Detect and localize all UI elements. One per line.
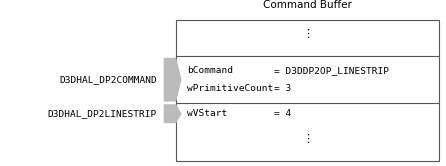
Text: D3DHAL_DP2LINESTRIP: D3DHAL_DP2LINESTRIP — [48, 109, 157, 118]
Text: = 4: = 4 — [274, 109, 292, 118]
Polygon shape — [164, 58, 182, 102]
Text: Command Buffer: Command Buffer — [263, 0, 352, 10]
Text: bCommand: bCommand — [187, 66, 233, 75]
Text: = D3DDP2OP_LINESTRIP: = D3DDP2OP_LINESTRIP — [274, 66, 389, 75]
Text: wVStart: wVStart — [187, 109, 227, 118]
Text: ⋮: ⋮ — [302, 134, 313, 144]
Text: ⋮: ⋮ — [302, 29, 313, 39]
Text: D3DHAL_DP2COMMAND: D3DHAL_DP2COMMAND — [59, 75, 157, 84]
Polygon shape — [164, 104, 182, 123]
Text: = 3: = 3 — [274, 84, 292, 93]
Text: wPrimitiveCount: wPrimitiveCount — [187, 84, 273, 93]
Bar — [176, 20, 439, 161]
